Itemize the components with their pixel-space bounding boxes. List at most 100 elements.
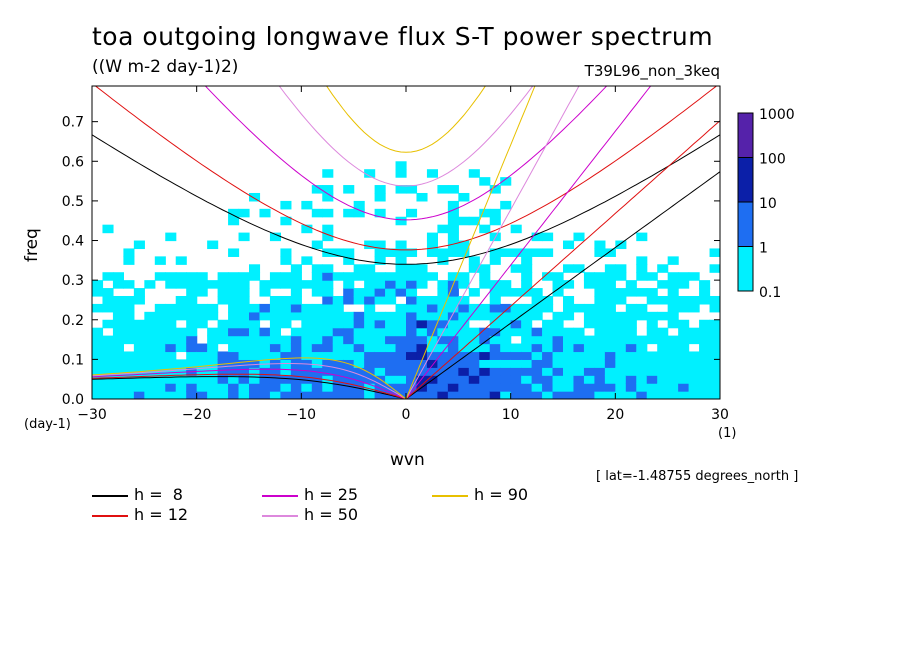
heatmap-cell <box>385 327 397 337</box>
heatmap-cell <box>290 327 302 337</box>
colorbar: 1000 100 10 1 0.1 <box>737 107 795 301</box>
heatmap-cell <box>521 351 533 360</box>
heatmap-cell <box>583 391 595 399</box>
heatmap-cell <box>301 367 313 376</box>
heatmap-cell <box>133 375 145 384</box>
heatmap-cell <box>249 264 261 273</box>
heatmap-cell <box>133 288 145 297</box>
heatmap-cell <box>406 303 418 313</box>
heatmap-cell <box>458 327 470 337</box>
heatmap-cell <box>144 311 156 321</box>
heatmap-cell <box>290 295 302 305</box>
heatmap-cell <box>249 319 261 329</box>
heatmap-cell <box>594 367 606 376</box>
heatmap-cell <box>709 319 720 329</box>
heatmap-cell <box>646 295 658 305</box>
heatmap-cell <box>290 303 302 313</box>
heatmap-cell <box>374 391 386 399</box>
heatmap-cell <box>521 256 533 265</box>
heatmap-cell <box>374 192 386 202</box>
gravity-wave-curve <box>278 86 534 187</box>
heatmap-cell <box>416 192 428 202</box>
heatmap-cell <box>217 391 229 399</box>
heatmap-cell <box>301 375 313 384</box>
heatmap-cell <box>699 383 711 392</box>
heatmap-cell <box>489 303 501 313</box>
x-tick-label: 20 <box>606 407 624 423</box>
heatmap-cell <box>332 343 344 353</box>
heatmap-cell <box>406 280 418 289</box>
heatmap-cell <box>657 295 669 305</box>
heatmap-cell <box>510 311 522 321</box>
heatmap-cell <box>489 248 501 257</box>
heatmap-cell <box>322 280 334 289</box>
heatmap-cell <box>133 327 145 337</box>
heatmap-cell <box>604 303 616 313</box>
heatmap-cell <box>583 272 595 281</box>
heatmap-cell <box>479 351 491 360</box>
heatmap-cell <box>217 288 229 297</box>
heatmap-cell <box>416 367 428 376</box>
heatmap-cell <box>416 359 428 368</box>
heatmap-cell <box>416 295 428 305</box>
heatmap-cell <box>154 375 166 384</box>
heatmap-cell <box>678 303 690 313</box>
heatmap-cell <box>531 232 543 242</box>
heatmap-cell <box>269 319 281 329</box>
heatmap-cell <box>552 343 564 353</box>
heatmap-cell <box>531 335 543 345</box>
heatmap-cell <box>625 367 637 376</box>
heatmap-cell <box>290 280 302 289</box>
heatmap-cell <box>458 216 470 226</box>
heatmap-cell <box>269 383 281 392</box>
kelvin-wave-curve <box>405 86 580 399</box>
x-tick-label: 10 <box>502 407 520 423</box>
heatmap-cell <box>364 264 376 273</box>
heatmap-cell <box>636 391 648 399</box>
heatmap-cell <box>636 288 648 297</box>
heatmap-cell <box>385 375 397 384</box>
heatmap-cell <box>343 272 355 281</box>
heatmap-cell <box>406 367 418 376</box>
legend-label: h = 8 <box>134 485 183 504</box>
heatmap-cell <box>657 311 669 321</box>
heatmap-cell <box>542 232 554 242</box>
heatmap-cell <box>249 192 261 202</box>
heatmap-cell <box>657 335 669 345</box>
heatmap-cell <box>657 359 669 368</box>
heatmap-cell <box>615 327 627 337</box>
heatmap-cell <box>385 335 397 345</box>
heatmap-cell <box>259 303 271 313</box>
heatmap-cell <box>311 335 323 345</box>
heatmap-cell <box>395 288 407 297</box>
heatmap-cell <box>667 391 679 399</box>
heatmap-cell <box>646 288 658 297</box>
heatmap-cell <box>678 319 690 329</box>
heatmap-cell <box>175 359 187 368</box>
heatmap-cell <box>290 264 302 273</box>
heatmap-cell <box>479 383 491 392</box>
colorbar-label: 1000 <box>759 107 795 123</box>
heatmap-cell <box>699 375 711 384</box>
heatmap-cell <box>604 272 616 281</box>
heatmap-cell <box>531 327 543 337</box>
heatmap-cell <box>196 272 208 281</box>
heatmap-cell <box>228 208 240 218</box>
heatmap-cell <box>646 391 658 399</box>
heatmap-cell <box>521 280 533 289</box>
heatmap-cell <box>144 327 156 337</box>
heatmap-cell <box>709 343 720 353</box>
heatmap-cell <box>280 295 292 305</box>
heatmap-cell <box>458 311 470 321</box>
heatmap-cell <box>489 367 501 376</box>
heatmap-cell <box>249 272 261 281</box>
heatmap-cell <box>657 327 669 337</box>
heatmap-cell <box>280 319 292 329</box>
heatmap-cell <box>552 375 564 384</box>
heatmap-cell <box>385 295 397 305</box>
heatmap-cell <box>395 272 407 281</box>
heatmap-cell <box>594 272 606 281</box>
heatmap-cell <box>615 272 627 281</box>
heatmap-cell <box>395 335 407 345</box>
heatmap-cell <box>165 280 177 289</box>
